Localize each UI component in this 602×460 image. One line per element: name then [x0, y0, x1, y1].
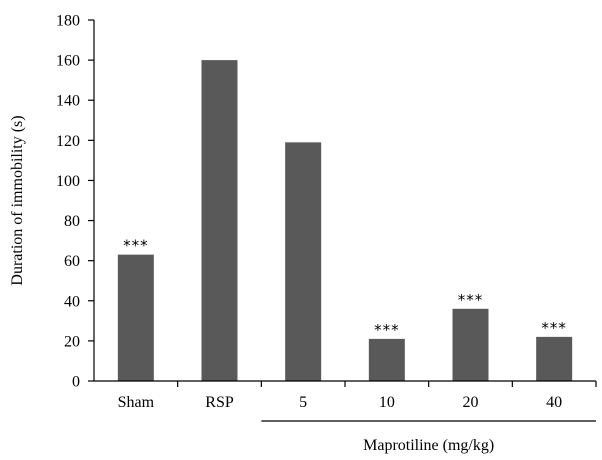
- y-tick-label: 60: [64, 253, 80, 270]
- x-tick-label: 5: [299, 394, 307, 411]
- y-axis-label: Duration of immobility (s): [9, 115, 26, 285]
- y-tick-label: 100: [56, 173, 80, 190]
- bar-RSP: [202, 60, 238, 381]
- bar-Sham: [118, 255, 154, 381]
- y-tick-label: 80: [64, 213, 80, 230]
- y-tick-label: 160: [56, 53, 80, 70]
- y-tick-label: 0: [72, 374, 80, 391]
- x-tick-label: 40: [546, 394, 562, 411]
- x-axis-ticks: Sham RSP 5 10 20 40: [118, 381, 596, 411]
- bar-5: [285, 142, 321, 381]
- significance-marker: ***: [123, 237, 149, 255]
- x-tick-label: RSP: [205, 394, 234, 411]
- significance-marker: ***: [541, 319, 567, 337]
- group-label: Maprotiline (mg/kg): [363, 437, 494, 454]
- x-tick-label: Sham: [118, 394, 155, 411]
- y-axis-ticks: 0 20 40 60 80 100 120 140 160 180: [56, 13, 94, 391]
- significance-marker: ***: [374, 321, 400, 339]
- x-tick-label: 10: [379, 394, 395, 411]
- y-tick-label: 180: [56, 13, 80, 30]
- x-tick-label: 20: [463, 394, 479, 411]
- y-tick-label: 140: [56, 93, 80, 110]
- bars: [118, 60, 572, 381]
- y-tick-label: 20: [64, 333, 80, 350]
- bar-10: [369, 339, 405, 381]
- significance-marker: ***: [458, 291, 484, 309]
- y-tick-label: 40: [64, 293, 80, 310]
- significance-markers: *** *** *** ***: [123, 237, 567, 339]
- bar-20: [453, 309, 489, 381]
- y-tick-label: 120: [56, 133, 80, 150]
- bar-40: [536, 337, 572, 381]
